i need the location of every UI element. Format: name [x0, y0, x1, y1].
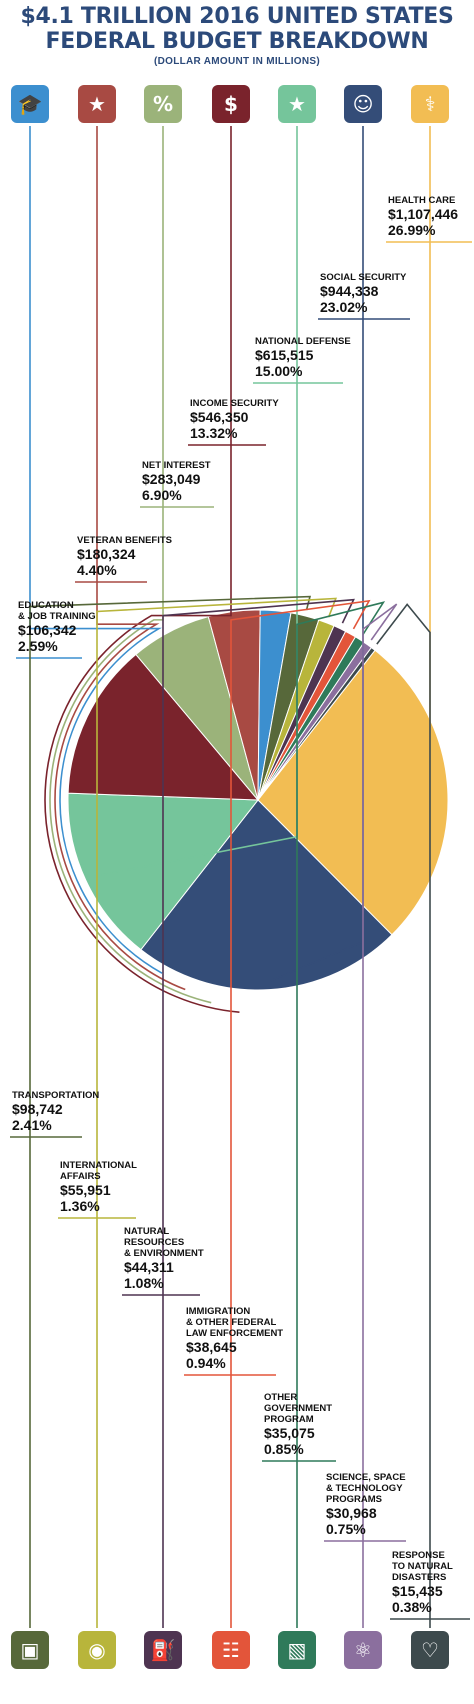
- slice-label-name: HEALTH CARE: [388, 195, 456, 206]
- slice-label-8: INTERNATIONAL AFFAIRS $55,951 1.36%: [60, 1160, 137, 1214]
- connector-11: [262, 601, 386, 1628]
- title-block: $4.1 TRILLION 2016 UNITED STATES FEDERAL…: [0, 4, 474, 67]
- slice-label-amount: $98,742: [12, 1101, 63, 1117]
- slice-label-name: INCOME SECURITY: [190, 398, 279, 409]
- connector-line-3: [44, 126, 240, 1013]
- slice-label-percent: 2.41%: [12, 1117, 52, 1133]
- family-hands-icon: ☺: [344, 85, 382, 123]
- slice-label-name: RESPONSE TO NATURAL DISASTERS: [392, 1550, 453, 1583]
- slice-label-percent: 0.85%: [264, 1441, 304, 1457]
- slice-label-name: SOCIAL SECURITY: [320, 272, 407, 283]
- slice-label-percent: 1.08%: [124, 1275, 164, 1291]
- connector-line-12: [362, 603, 398, 1628]
- slice-label-percent: 0.38%: [392, 1599, 432, 1615]
- slice-label-10: IMMIGRATION & OTHER FEDERAL LAW ENFORCEM…: [186, 1306, 283, 1371]
- slice-label-amount: $106,342: [18, 622, 77, 638]
- slice-label-4: NET INTEREST $283,049 6.90%: [142, 460, 211, 503]
- subtitle: (DOLLAR AMOUNT IN MILLIONS): [153, 56, 321, 67]
- dollar-document-icon: $: [212, 85, 250, 123]
- slice-label-name: EDUCATION & JOB TRAINING: [18, 600, 96, 622]
- slice-label-12: SCIENCE, SPACE & TECHNOLOGY PROGRAMS $30,…: [326, 1472, 406, 1537]
- slice-label-name: IMMIGRATION & OTHER FEDERAL LAW ENFORCEM…: [186, 1306, 284, 1339]
- slice-label-0: HEALTH CARE $1,107,446 26.99%: [388, 195, 458, 238]
- slice-label-5: VETERAN BENEFITS $180,324 4.40%: [77, 535, 172, 578]
- slice-label-11: OTHER GOVERNMENT PROGRAM $35,075 0.85%: [264, 1392, 332, 1457]
- connector-line-4: [49, 126, 212, 1004]
- percent-icon: %: [144, 85, 182, 123]
- globe-pin-icon: ◉: [78, 1631, 116, 1669]
- slice-label-name: SCIENCE, SPACE & TECHNOLOGY PROGRAMS: [326, 1472, 406, 1505]
- slice-label-name: INTERNATIONAL AFFAIRS: [60, 1160, 137, 1182]
- slice-label-6: EDUCATION & JOB TRAINING $106,342 2.59%: [18, 600, 96, 654]
- atom-icon: ⚛: [344, 1631, 382, 1669]
- slice-label-name: OTHER GOVERNMENT PROGRAM: [264, 1392, 333, 1425]
- slice-label-amount: $944,338: [320, 283, 379, 299]
- slice-label-amount: $38,645: [186, 1339, 237, 1355]
- slice-label-amount: $15,435: [392, 1583, 443, 1599]
- slice-label-2: NATIONAL DEFENSE $615,515 15.00%: [255, 336, 351, 379]
- graduation-cap-icon: 🎓: [11, 85, 49, 123]
- slice-label-amount: $55,951: [60, 1182, 111, 1198]
- slice-label-amount: $35,075: [264, 1425, 315, 1441]
- slice-label-9: NATURAL RESOURCES & ENVIRONMENT $44,311 1.…: [124, 1226, 204, 1291]
- slice-label-name: NET INTEREST: [142, 460, 211, 471]
- pie-slice-0: [257, 649, 449, 936]
- connector-6: [16, 126, 163, 974]
- star-badge-icon: ★: [278, 85, 316, 123]
- slice-label-amount: $283,049: [142, 471, 201, 487]
- connector-3: [44, 126, 266, 1013]
- title-line-2: FEDERAL BUDGET BREAKDOWN: [45, 29, 429, 54]
- connector-line-10: [230, 599, 371, 1628]
- slice-label-name: NATURAL RESOURCES & ENVIRONMENT: [124, 1226, 204, 1259]
- box-icon: ▧: [278, 1631, 316, 1669]
- slice-label-amount: $546,350: [190, 409, 249, 425]
- heartbeat-hands-icon: ♡: [411, 1631, 449, 1669]
- slice-label-percent: 13.32%: [190, 425, 238, 441]
- connector-line-8: [96, 597, 338, 1628]
- pie-slice-13: [257, 646, 376, 801]
- slice-label-7: TRANSPORTATION $98,742 2.41%: [12, 1090, 99, 1133]
- slice-label-name: NATIONAL DEFENSE: [255, 336, 351, 347]
- slice-label-name: VETERAN BENEFITS: [77, 535, 173, 546]
- slice-label-percent: 6.90%: [142, 487, 182, 503]
- slice-label-percent: 4.40%: [77, 562, 117, 578]
- connector-10: [184, 599, 371, 1628]
- connector-line-6: [29, 126, 163, 974]
- slice-label-1: SOCIAL SECURITY $944,338 23.02%: [320, 272, 406, 315]
- slice-label-percent: 15.00%: [255, 363, 303, 379]
- connector-line-11: [296, 601, 386, 1628]
- slice-label-amount: $180,324: [77, 546, 136, 562]
- title-line-1: $4.1 TRILLION 2016 UNITED STATES: [20, 4, 454, 29]
- bus-icon: ▣: [11, 1631, 49, 1669]
- slice-label-amount: $1,107,446: [388, 206, 459, 222]
- connector-13: [376, 603, 470, 1628]
- slice-label-3: INCOME SECURITY $546,350 13.32%: [190, 398, 279, 441]
- slice-label-percent: 0.94%: [186, 1355, 226, 1371]
- slice-label-amount: $44,311: [124, 1259, 174, 1275]
- slice-label-percent: 0.75%: [326, 1521, 366, 1537]
- medal-icon: ★: [78, 85, 116, 123]
- slice-label-percent: 26.99%: [388, 222, 436, 238]
- slice-label-percent: 2.59%: [18, 638, 58, 654]
- caduceus-stethoscope-icon: ⚕: [411, 85, 449, 123]
- slice-label-percent: 1.36%: [60, 1198, 100, 1214]
- connector-line-5: [54, 126, 186, 991]
- slice-label-percent: 23.02%: [320, 299, 368, 315]
- slice-label-amount: $615,515: [255, 347, 314, 363]
- pie-slice-1: [140, 799, 393, 991]
- connector-8: [58, 597, 338, 1628]
- connector-4: [49, 126, 214, 1004]
- slice-label-amount: $30,968: [326, 1505, 377, 1521]
- slice-label-name: TRANSPORTATION: [12, 1090, 100, 1101]
- connector-line-13: [376, 603, 431, 1628]
- slice-label-13: RESPONSE TO NATURAL DISASTERS $15,435 0.38…: [392, 1550, 453, 1615]
- connector-5: [54, 126, 186, 991]
- officer-icon: ☷: [212, 1631, 250, 1669]
- connector-12: [324, 603, 406, 1628]
- oil-pump-icon: ⛽: [144, 1631, 182, 1669]
